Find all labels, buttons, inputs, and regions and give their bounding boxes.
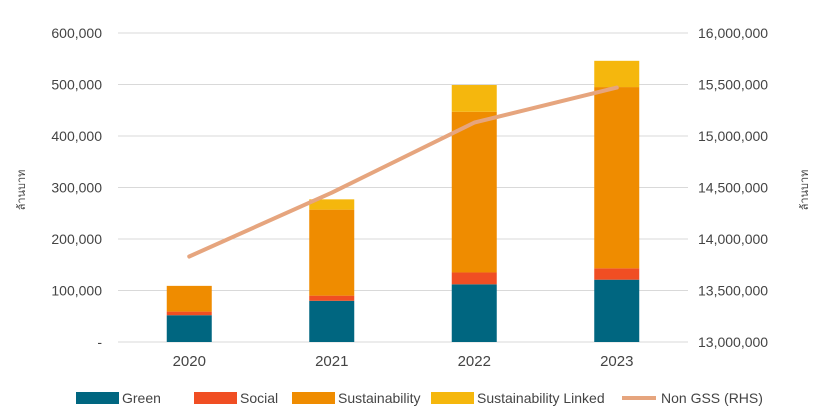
bar-sustainability-2021	[309, 209, 355, 296]
category-label: 2022	[458, 353, 491, 370]
right-tick-label: 16,000,000	[698, 25, 768, 41]
bar-social-2023	[594, 268, 640, 280]
right-tick-label: 13,000,000	[698, 334, 768, 350]
bar-green-2023	[594, 279, 640, 342]
legend-swatch	[431, 392, 474, 404]
left-tick-label: 200,000	[51, 231, 102, 247]
legend-label: Non GSS (RHS)	[661, 390, 763, 406]
left-tick-label: 600,000	[51, 25, 102, 41]
right-tick-label: 14,500,000	[698, 180, 768, 196]
right-axis-ticks: 13,000,000 13,500,000 14,000,000 14,500,000…	[698, 25, 768, 350]
left-tick-label: -	[97, 334, 102, 350]
legend: Green Social Sustainability Sustainability …	[76, 390, 763, 406]
gridlines	[118, 32, 688, 343]
legend-swatch	[194, 392, 237, 404]
bar-sustainability-linked-2021	[309, 199, 355, 210]
left-tick-label: 100,000	[51, 283, 102, 299]
bar-sustainability-2023	[594, 87, 640, 269]
bar-sustainability-linked-2023	[594, 60, 640, 88]
bar-green-2020	[166, 315, 212, 342]
legend-swatch	[76, 392, 119, 404]
left-axis-title: ล้านบาท	[16, 170, 28, 211]
legend-swatch	[292, 392, 335, 404]
legend-label: Social	[240, 390, 278, 406]
right-tick-label: 15,000,000	[698, 128, 768, 144]
bar-social-2021	[309, 295, 355, 301]
right-axis-title: ล้านบาท	[799, 170, 811, 211]
legend-label: Sustainability Linked	[477, 390, 605, 406]
line-non-gss	[187, 85, 619, 259]
bar-sustainability-linked-2022	[451, 85, 497, 112]
category-labels: 2020 2021 2022 2023	[173, 353, 634, 370]
category-label: 2020	[173, 353, 206, 370]
bar-sustainability-2020	[166, 285, 212, 312]
bars	[166, 60, 640, 342]
left-axis-ticks: - 100,000 200,000 300,000 400,000 500,000 600,…	[51, 25, 102, 350]
bar-green-2021	[309, 300, 355, 342]
right-tick-label: 15,500,000	[698, 77, 768, 93]
category-label: 2021	[315, 353, 348, 370]
bar-social-2022	[451, 272, 497, 285]
left-tick-label: 400,000	[51, 128, 102, 144]
right-tick-label: 13,500,000	[698, 283, 768, 299]
left-tick-label: 500,000	[51, 77, 102, 93]
bar-sustainability-2022	[451, 111, 497, 273]
line-series	[187, 85, 619, 259]
right-tick-label: 14,000,000	[698, 231, 768, 247]
bar-green-2022	[451, 284, 497, 342]
legend-label: Green	[122, 390, 161, 406]
left-tick-label: 300,000	[51, 180, 102, 196]
category-label: 2023	[600, 353, 633, 370]
bar-social-2020	[166, 311, 212, 316]
legend-label: Sustainability	[338, 390, 421, 406]
